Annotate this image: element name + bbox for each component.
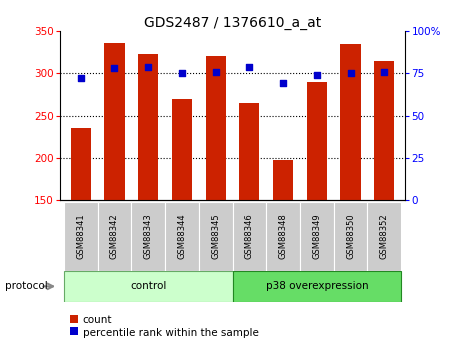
Point <box>279 81 287 86</box>
Bar <box>165 202 199 271</box>
Text: GSM88343: GSM88343 <box>144 214 153 259</box>
Point <box>145 64 152 69</box>
Bar <box>232 271 401 302</box>
Point <box>77 76 85 81</box>
Text: count: count <box>83 315 112 325</box>
Bar <box>172 99 192 200</box>
Text: GSM88341: GSM88341 <box>76 214 85 259</box>
Bar <box>64 271 232 302</box>
Text: protocol: protocol <box>5 282 47 291</box>
Bar <box>104 43 125 200</box>
Bar <box>98 202 131 271</box>
Point <box>246 64 253 69</box>
Bar <box>367 202 401 271</box>
Bar <box>307 82 327 200</box>
Text: percentile rank within the sample: percentile rank within the sample <box>83 328 259 338</box>
Bar <box>199 202 232 271</box>
Text: GSM88350: GSM88350 <box>346 214 355 259</box>
Text: GSM88346: GSM88346 <box>245 214 254 259</box>
Point <box>380 69 388 75</box>
Point <box>347 71 354 76</box>
Text: p38 overexpression: p38 overexpression <box>266 282 368 291</box>
Bar <box>131 202 165 271</box>
Text: control: control <box>130 282 166 291</box>
Text: GSM88349: GSM88349 <box>312 214 321 259</box>
Bar <box>239 103 259 200</box>
Bar <box>64 202 98 271</box>
Bar <box>206 57 226 200</box>
Text: GSM88345: GSM88345 <box>211 214 220 259</box>
Text: GSM88344: GSM88344 <box>177 214 186 259</box>
Text: GSM88348: GSM88348 <box>279 214 288 259</box>
Text: GSM88342: GSM88342 <box>110 214 119 259</box>
Point <box>111 66 118 71</box>
Bar <box>334 202 367 271</box>
Point <box>212 69 219 75</box>
Bar <box>266 202 300 271</box>
Bar <box>340 44 361 200</box>
Bar <box>232 202 266 271</box>
Bar <box>273 160 293 200</box>
Point <box>178 71 186 76</box>
Point <box>313 72 320 78</box>
Bar <box>138 54 158 200</box>
Text: GSM88352: GSM88352 <box>380 214 389 259</box>
Bar <box>374 61 394 200</box>
Bar <box>71 128 91 200</box>
Bar <box>300 202 334 271</box>
Text: GDS2487 / 1376610_a_at: GDS2487 / 1376610_a_at <box>144 16 321 30</box>
